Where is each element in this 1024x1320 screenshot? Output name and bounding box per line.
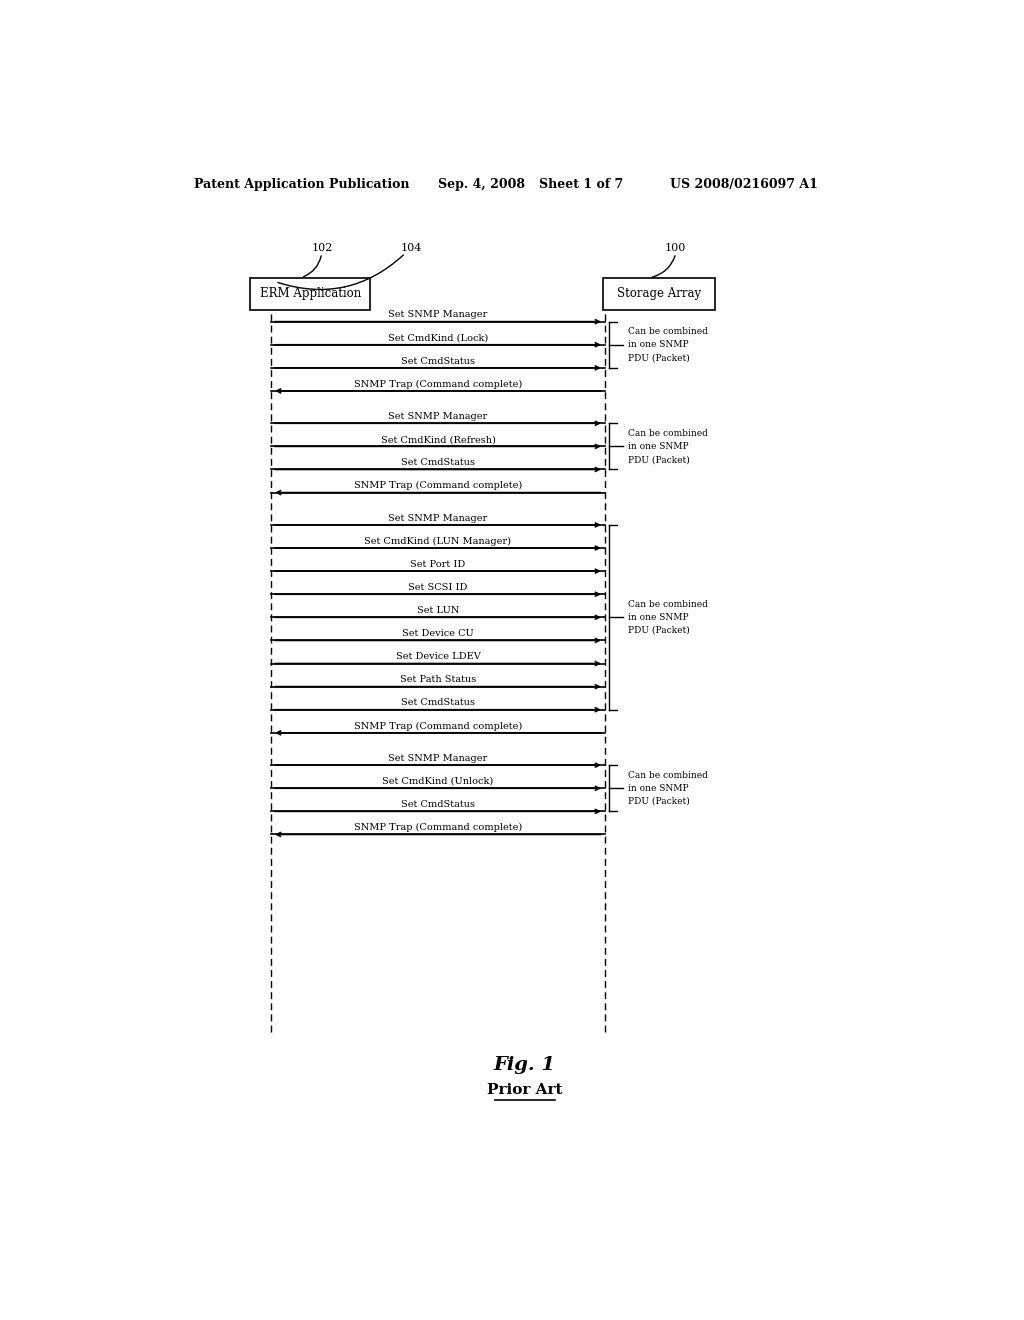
Text: Set CmdStatus: Set CmdStatus [401, 458, 475, 467]
Text: US 2008/0216097 A1: US 2008/0216097 A1 [671, 178, 818, 190]
Text: Can be combined
in one SNMP
PDU (Packet): Can be combined in one SNMP PDU (Packet) [628, 429, 708, 465]
Text: SNMP Trap (Command complete): SNMP Trap (Command complete) [354, 824, 522, 832]
Text: Set Path Status: Set Path Status [400, 676, 476, 684]
Text: Can be combined
in one SNMP
PDU (Packet): Can be combined in one SNMP PDU (Packet) [628, 327, 708, 363]
Text: SNMP Trap (Command complete): SNMP Trap (Command complete) [354, 722, 522, 730]
Text: Set LUN: Set LUN [417, 606, 459, 615]
Text: Set CmdKind (Refresh): Set CmdKind (Refresh) [381, 436, 496, 444]
Text: Patent Application Publication: Patent Application Publication [194, 178, 410, 190]
Text: Can be combined
in one SNMP
PDU (Packet): Can be combined in one SNMP PDU (Packet) [628, 599, 708, 635]
Text: Set SNMP Manager: Set SNMP Manager [388, 310, 487, 319]
Text: Set CmdKind (Unlock): Set CmdKind (Unlock) [382, 777, 494, 785]
Text: Storage Array: Storage Array [616, 288, 701, 301]
Text: Set CmdStatus: Set CmdStatus [401, 698, 475, 708]
Text: 104: 104 [400, 243, 422, 253]
Text: Set SNMP Manager: Set SNMP Manager [388, 513, 487, 523]
Text: 102: 102 [311, 243, 333, 253]
Text: SNMP Trap (Command complete): SNMP Trap (Command complete) [354, 380, 522, 388]
Bar [603, 277, 715, 310]
Text: Set Port ID: Set Port ID [411, 560, 466, 569]
Text: Set CmdKind (Lock): Set CmdKind (Lock) [388, 334, 488, 342]
Text: Set Device LDEV: Set Device LDEV [395, 652, 480, 661]
Text: Set CmdStatus: Set CmdStatus [401, 800, 475, 809]
Bar [250, 277, 371, 310]
Text: Set Device CU: Set Device CU [402, 630, 474, 638]
Text: Set CmdStatus: Set CmdStatus [401, 356, 475, 366]
Text: 100: 100 [665, 243, 686, 253]
Text: ERM Application: ERM Application [259, 288, 360, 301]
Text: Prior Art: Prior Art [487, 1084, 562, 1097]
Text: Fig. 1: Fig. 1 [494, 1056, 556, 1074]
Text: SNMP Trap (Command complete): SNMP Trap (Command complete) [354, 482, 522, 490]
Text: Set CmdKind (LUN Manager): Set CmdKind (LUN Manager) [365, 537, 512, 545]
Text: Set SCSI ID: Set SCSI ID [409, 583, 468, 591]
Text: Sep. 4, 2008: Sep. 4, 2008 [438, 178, 525, 190]
Text: Sheet 1 of 7: Sheet 1 of 7 [539, 178, 623, 190]
Text: Set SNMP Manager: Set SNMP Manager [388, 754, 487, 763]
Text: Set SNMP Manager: Set SNMP Manager [388, 412, 487, 421]
Text: Can be combined
in one SNMP
PDU (Packet): Can be combined in one SNMP PDU (Packet) [628, 771, 708, 807]
